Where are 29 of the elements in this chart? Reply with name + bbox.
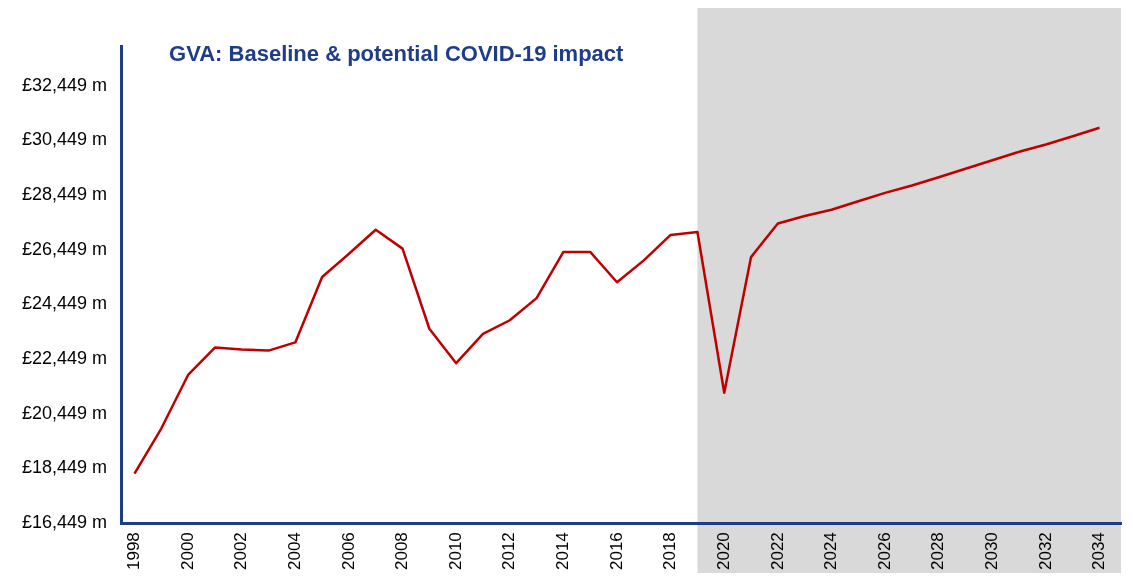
y-tick-label: £20,449 m: [22, 402, 108, 423]
x-tick-label: 2000: [177, 532, 197, 571]
x-tick-label: 2014: [553, 532, 573, 571]
x-tick-label: 2020: [713, 532, 733, 571]
x-tick-label: 2028: [928, 532, 948, 571]
x-tick-label: 2010: [445, 532, 465, 571]
x-tick-label: 2004: [285, 532, 304, 571]
x-tick-label: 2022: [767, 532, 787, 571]
y-tick-label: £26,449 m: [22, 238, 108, 259]
x-tick-label: 2018: [660, 532, 680, 571]
x-tick-label: 2012: [499, 532, 519, 571]
y-tick-label: £22,449 m: [22, 348, 108, 369]
y-tick-label: £30,449 m: [22, 129, 108, 150]
y-tick-label: £28,449 m: [22, 184, 108, 205]
x-tick-label: 2030: [982, 532, 1002, 571]
x-tick-label: 2024: [821, 532, 841, 571]
y-tick-label: £18,449 m: [22, 457, 108, 478]
y-tick-label: £16,449 m: [22, 512, 108, 533]
chart-title: GVA: Baseline & potential COVID-19 impact: [169, 41, 625, 67]
x-tick-label: 2026: [874, 532, 894, 571]
y-tick-label: £32,449 m: [22, 74, 108, 95]
x-tick-label: 2002: [231, 532, 251, 571]
x-tick-label: 1998: [124, 532, 144, 571]
x-tick-label: 2016: [606, 532, 626, 571]
x-tick-label: 2032: [1035, 532, 1055, 571]
y-tick-label: £24,449 m: [22, 293, 108, 314]
x-tick-label: 2034: [1089, 532, 1109, 571]
x-tick-label: 2006: [338, 532, 358, 571]
x-tick-label: 2008: [392, 532, 412, 571]
